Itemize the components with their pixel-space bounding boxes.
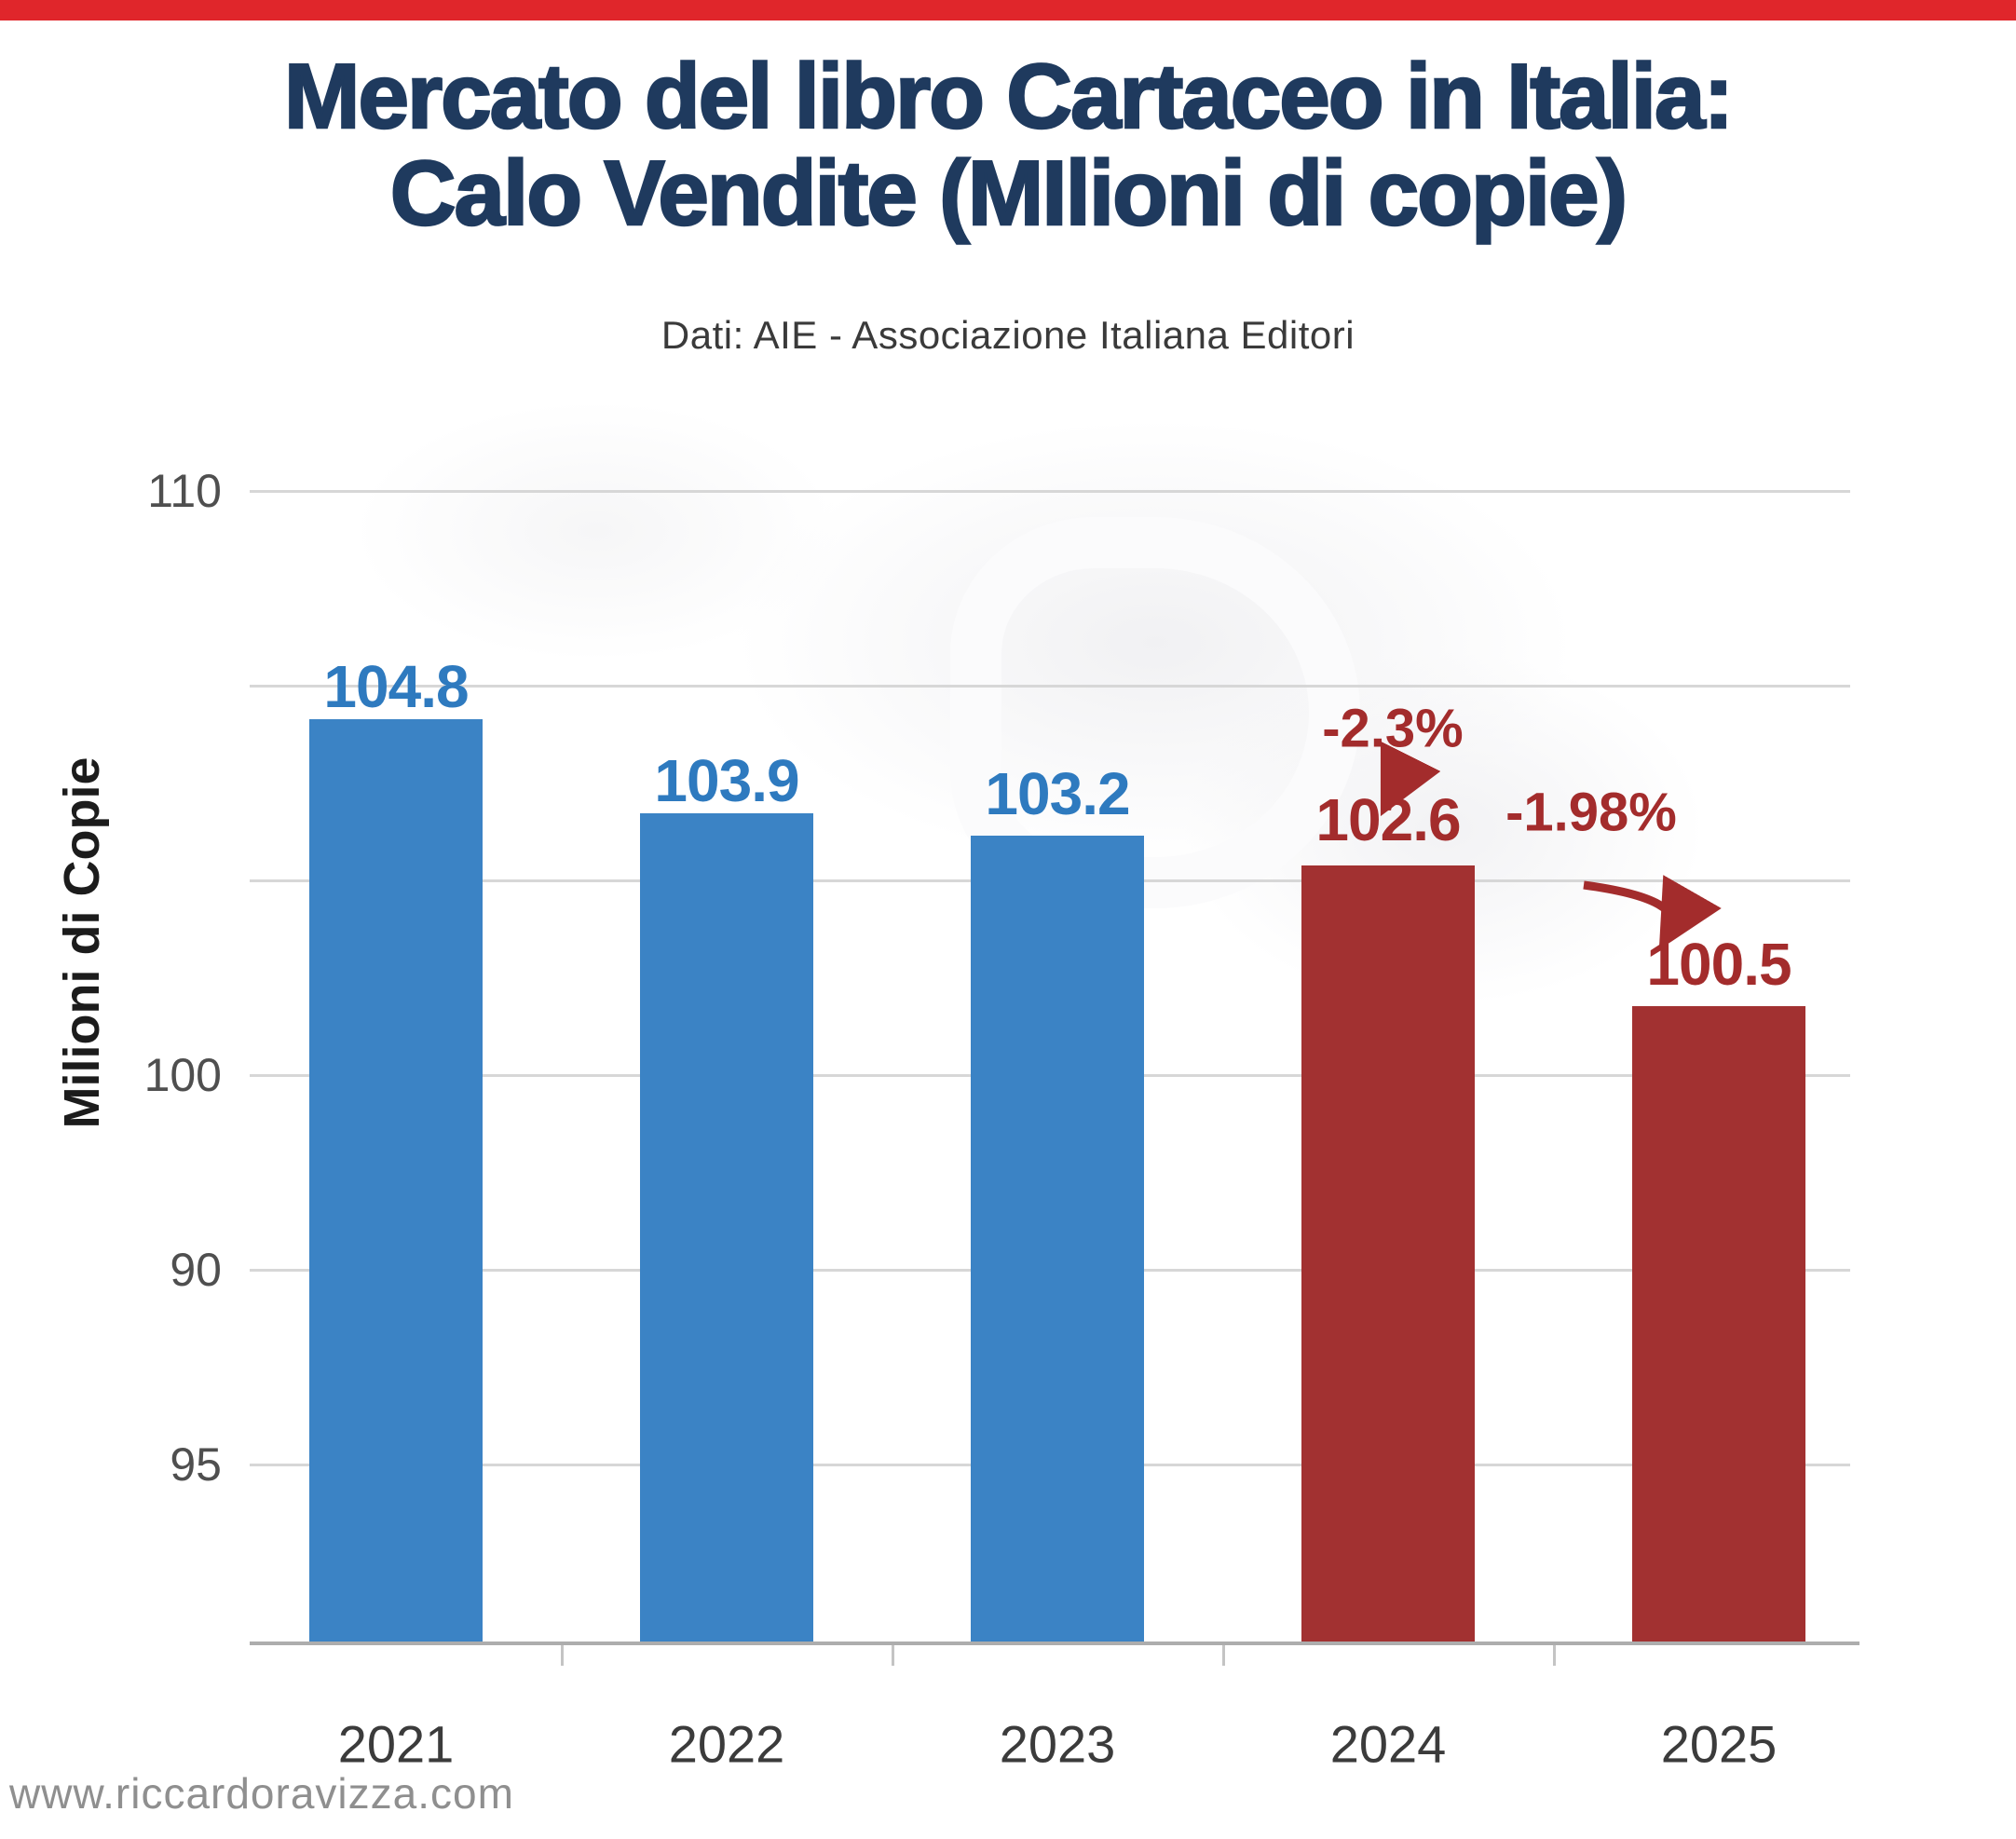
bar-value-label-2024: 102.6 <box>1315 786 1461 853</box>
bar-value-label-2023: 103.2 <box>985 760 1130 827</box>
y-axis-tick-label: 95 <box>170 1438 222 1491</box>
pct-change-annotation-2024: -2.3% <box>1322 698 1464 759</box>
x-axis-line <box>250 1641 1859 1645</box>
x-axis-tick <box>1553 1645 1556 1666</box>
top-accent-bar <box>0 0 2016 20</box>
bar-2023 <box>971 836 1144 1641</box>
y-axis-tick-label: 110 <box>147 465 222 517</box>
background-watermark-blob <box>354 401 838 661</box>
x-axis-label-2025: 2025 <box>1660 1714 1778 1774</box>
y-axis-tick-label: 100 <box>143 1049 222 1101</box>
x-axis-label-2021: 2021 <box>337 1714 455 1774</box>
bar-value-label-2022: 103.9 <box>654 747 799 814</box>
y-gridline <box>250 490 1850 493</box>
x-axis-label-2022: 2022 <box>668 1714 785 1774</box>
x-axis-tick <box>561 1645 564 1666</box>
y-gridline <box>250 685 1850 688</box>
bar-2022 <box>640 813 813 1641</box>
x-axis-tick <box>1222 1645 1225 1666</box>
chart-subtitle: Dati: AIE - Associazione Italiana Editor… <box>661 313 1355 357</box>
x-axis-tick <box>892 1645 894 1666</box>
x-axis-label-2024: 2024 <box>1329 1714 1447 1774</box>
pct-change-annotation-2025: -1.98% <box>1505 782 1677 843</box>
bar-value-label-2025: 100.5 <box>1646 931 1791 998</box>
bar-value-label-2021: 104.8 <box>323 653 469 720</box>
y-axis-title: Milioni di Copie <box>54 756 110 1129</box>
bar-2024 <box>1301 865 1475 1641</box>
bar-2021 <box>309 719 483 1641</box>
x-axis-label-2023: 2023 <box>999 1714 1116 1774</box>
chart-title: Mercato del libro Cartaceo in Italia: Ca… <box>283 45 1736 244</box>
site-watermark: www.riccardoravizza.com <box>9 1769 514 1818</box>
bar-2025 <box>1632 1006 1805 1641</box>
y-axis-tick-label: 90 <box>170 1244 222 1296</box>
